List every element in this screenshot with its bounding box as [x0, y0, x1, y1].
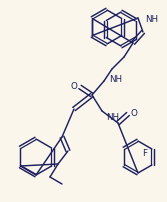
Text: NH: NH	[106, 112, 119, 121]
Text: NH: NH	[109, 74, 122, 83]
Text: O: O	[131, 108, 137, 117]
Text: NH: NH	[145, 14, 158, 23]
Text: O: O	[71, 81, 77, 90]
Text: F: F	[142, 148, 147, 157]
